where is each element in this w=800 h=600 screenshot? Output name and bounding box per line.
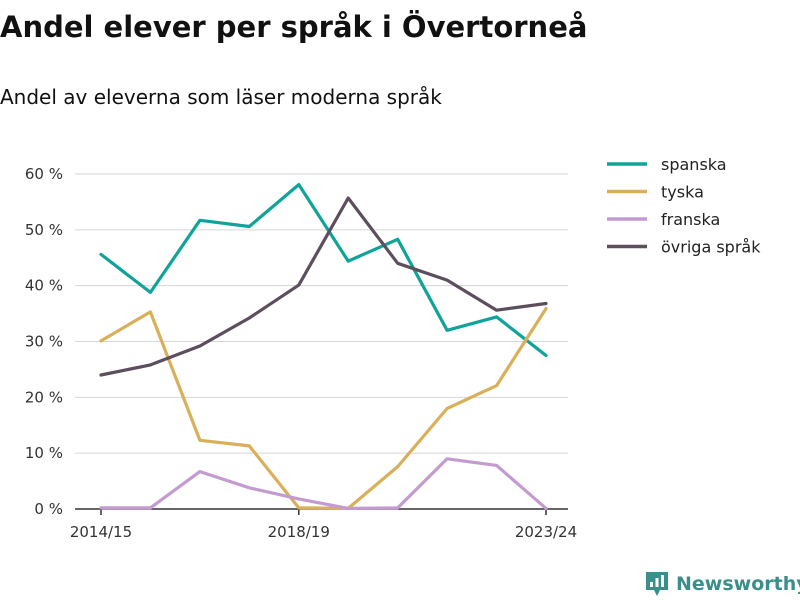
x-tick-label: 2018/19 [268, 523, 330, 541]
series-line-tyska [99, 307, 548, 510]
y-tick-label: 10 % [25, 444, 63, 462]
y-tick-label: 40 % [25, 277, 63, 295]
legend-label: övriga språk [661, 238, 761, 257]
x-tick-label: 2014/15 [70, 523, 132, 541]
y-tick-label: 30 % [25, 333, 63, 351]
newsworthy-logo-icon [646, 572, 668, 596]
legend-label: spanska [661, 155, 727, 174]
y-axis-ticks: 0 % 10 % 20 % 30 % 40 % 50 % 60 % [25, 165, 63, 518]
series-line-övriga-språk [99, 196, 548, 377]
brand-logo: Newsworthy [644, 570, 800, 598]
y-tick-label: 60 % [25, 165, 63, 183]
brand-name: Newsworthy [676, 573, 800, 595]
chart-title: Andel elever per språk i Övertorneå [0, 10, 588, 44]
x-axis: 2014/15 2018/19 2023/24 [70, 508, 577, 541]
legend-label: franska [661, 210, 720, 229]
grid-lines [75, 173, 568, 454]
legend-label: tyska [661, 183, 704, 202]
y-tick-label: 20 % [25, 388, 63, 406]
legend: spanska tyska franska övriga språk [607, 155, 761, 257]
y-tick-label: 50 % [25, 221, 63, 239]
chart-subtitle: Andel av eleverna som läser moderna språ… [0, 85, 442, 109]
x-tick-label: 2023/24 [515, 523, 577, 541]
y-tick-label: 0 % [34, 500, 63, 518]
series-lines [99, 183, 548, 510]
series-line-spanska [99, 183, 548, 358]
series-line-franska [99, 457, 548, 510]
